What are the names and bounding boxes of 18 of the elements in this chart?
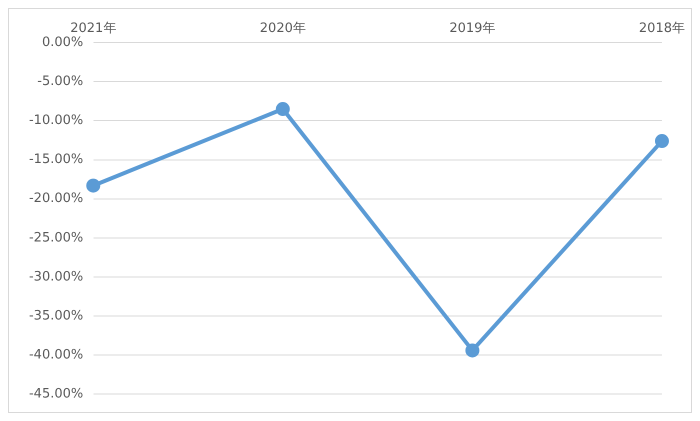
point <box>276 102 290 116</box>
x-tick-label: 2018年 <box>638 21 686 36</box>
x-tick-label: 2021年 <box>70 21 116 36</box>
y-tick-label: -15.00% <box>28 152 84 168</box>
y-tick-label: -40.00% <box>28 348 84 363</box>
point <box>465 343 480 358</box>
point <box>86 178 100 193</box>
y-tick-label: -25.00% <box>28 230 84 246</box>
y-tick-label: 0.00% <box>42 34 84 50</box>
y-tick-label: -10.00% <box>28 113 84 128</box>
point <box>654 134 669 148</box>
y-tick-label: -45.00% <box>28 386 84 402</box>
x-tick-label: 2019年 <box>449 21 496 36</box>
y-tick-label: -35.00% <box>28 308 84 324</box>
x-tick-label: 2020年 <box>260 21 306 36</box>
y-tick-label: -5.00% <box>37 74 84 90</box>
y-tick-label: -20.00% <box>28 191 84 206</box>
y-tick-label: -30.00% <box>28 269 84 284</box>
